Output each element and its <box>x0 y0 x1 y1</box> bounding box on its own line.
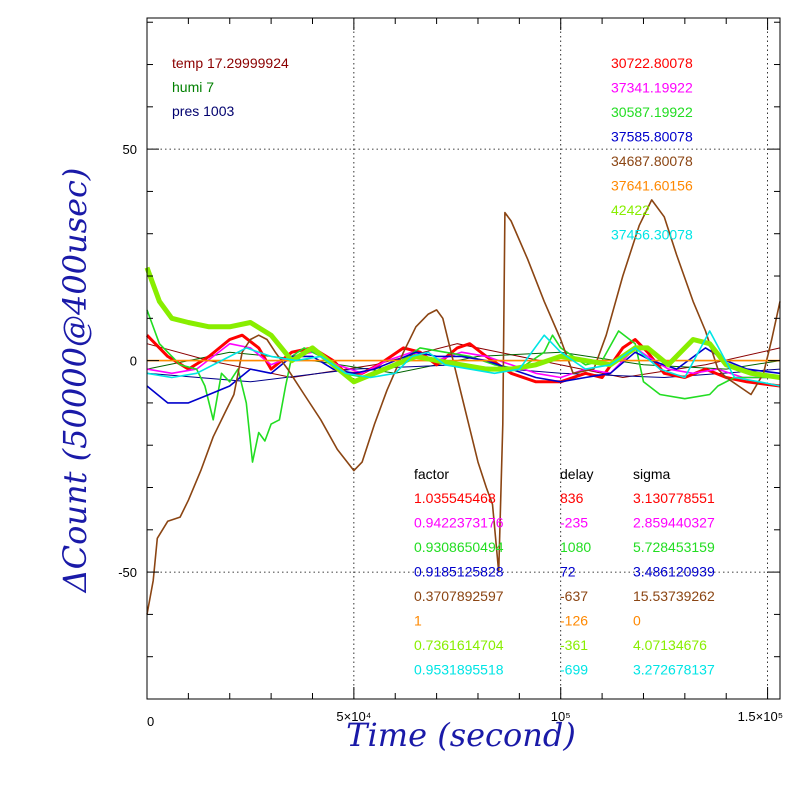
y-tick-label: 0 <box>130 354 137 369</box>
series-mean-label: 34687.80078 <box>611 153 693 169</box>
table-cell-sigma: 15.53739262 <box>633 588 715 604</box>
plot-frame <box>146 17 781 700</box>
table-cell-factor: 0.9308650494 <box>414 539 504 555</box>
series-line <box>146 330 781 387</box>
table-cell-delay: 72 <box>560 564 576 580</box>
table-cell-sigma: 3.130778551 <box>633 490 715 506</box>
series-line <box>146 199 781 615</box>
series-mean-label: 37585.80078 <box>611 129 693 145</box>
table-cell-factor: 0.9422373176 <box>414 515 504 531</box>
x-axis-title: Time (second) <box>346 716 576 754</box>
table-cell-delay: -361 <box>560 637 588 653</box>
x-tick-label: 0 <box>147 714 154 729</box>
table-cell-factor: 1.035545468 <box>414 490 496 506</box>
series-mean-label: 37456.30078 <box>611 227 693 243</box>
series-mean-label: 30587.19922 <box>611 104 693 120</box>
table-header-delay: delay <box>560 466 593 482</box>
series-line <box>146 309 780 463</box>
table-cell-delay: -699 <box>560 662 588 678</box>
table-cell-delay: -637 <box>560 588 588 604</box>
table-cell-sigma: 2.859440327 <box>633 515 715 531</box>
baseline-line <box>146 351 781 374</box>
environment-label: temp 17.29999924 <box>172 55 289 71</box>
table-header-sigma: sigma <box>633 466 671 482</box>
table-cell-sigma: 3.486120939 <box>633 564 715 580</box>
environment-label: pres 1003 <box>172 103 234 119</box>
y-axis-title: ΔCount (50000@400usec) <box>56 168 94 595</box>
series-mean-label: 30722.80078 <box>611 55 693 71</box>
table-cell-sigma: 5.728453159 <box>633 539 715 555</box>
chart-annotations: 0 5×10⁴ 10⁵ 1.5×10⁵ 50 0 -50 temp 17.29999924 hu… <box>118 55 783 729</box>
table-cell-factor: 1 <box>414 613 422 629</box>
series-lines <box>144 199 781 615</box>
y-tick-label: 50 <box>123 142 137 157</box>
table-cell-sigma: 0 <box>633 613 641 629</box>
table-cell-factor: 0.9531895518 <box>414 662 504 678</box>
table-cell-delay: 1080 <box>560 539 591 555</box>
y-tick-label: -50 <box>118 565 137 580</box>
series-mean-label: 37341.19922 <box>611 80 693 96</box>
series-line <box>146 342 780 379</box>
table-cell-sigma: 3.272678137 <box>633 662 715 678</box>
table-cell-factor: 0.9185125828 <box>414 564 504 580</box>
table-cell-factor: 0.3707892597 <box>414 588 504 604</box>
series-line <box>146 347 781 404</box>
table-cell-delay: -235 <box>560 515 588 531</box>
environment-label: humi 7 <box>172 79 214 95</box>
series-line <box>144 266 781 385</box>
x-tick-label: 5×10⁴ <box>336 709 371 724</box>
series-mean-label: 42422 <box>611 202 650 218</box>
table-cell-delay: 836 <box>560 490 584 506</box>
x-tick-label: 10⁵ <box>551 709 571 724</box>
x-tick-label: 1.5×10⁵ <box>738 709 784 724</box>
table-cell-delay: -126 <box>560 613 588 629</box>
table-header-factor: factor <box>414 466 449 482</box>
series-mean-label: 37641.60156 <box>611 178 693 194</box>
table-cell-factor: 0.7361614704 <box>414 637 504 653</box>
table-cell-sigma: 4.07134676 <box>633 637 707 653</box>
axis-ticks <box>147 18 780 699</box>
